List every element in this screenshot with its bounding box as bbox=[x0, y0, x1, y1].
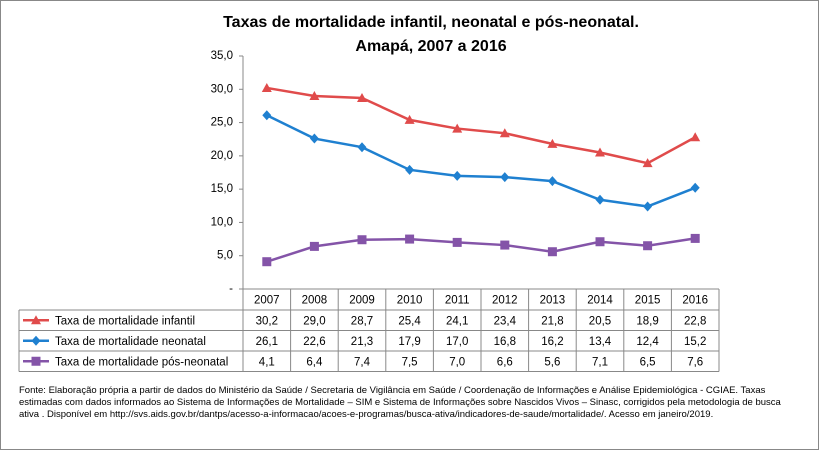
table-value: 28,7 bbox=[351, 315, 373, 327]
table-value: 16,8 bbox=[494, 336, 516, 348]
table-value: 22,8 bbox=[684, 315, 706, 327]
table-value: 7,5 bbox=[402, 356, 418, 368]
x-tick-label: 2011 bbox=[445, 295, 470, 307]
marker bbox=[595, 194, 605, 205]
marker bbox=[690, 182, 700, 193]
x-tick-label: 2015 bbox=[635, 295, 661, 307]
marker bbox=[262, 257, 272, 267]
marker bbox=[595, 147, 605, 157]
marker bbox=[262, 110, 272, 121]
chart: Taxas de mortalidade infantil, neonatal … bbox=[18, 14, 720, 372]
marker bbox=[547, 138, 558, 148]
marker bbox=[499, 128, 510, 138]
marker bbox=[643, 241, 653, 251]
legend-label: Taxa de mortalidade infantil bbox=[55, 315, 195, 327]
y-tick-label: 5,0 bbox=[217, 250, 233, 262]
table-value: 5,6 bbox=[544, 356, 560, 368]
y-tick-label: - bbox=[229, 283, 233, 295]
marker bbox=[404, 114, 415, 124]
marker bbox=[690, 233, 700, 243]
series-line bbox=[266, 114, 696, 208]
marker bbox=[642, 158, 653, 168]
marker bbox=[357, 142, 367, 153]
marker bbox=[643, 201, 653, 212]
legend-marker bbox=[31, 315, 41, 325]
marker bbox=[261, 82, 272, 92]
marker bbox=[452, 170, 462, 181]
marker bbox=[405, 234, 415, 244]
x-tick-label: 2012 bbox=[492, 295, 518, 307]
table-value: 18,9 bbox=[636, 315, 658, 327]
table-value: 30,2 bbox=[256, 315, 278, 327]
marker bbox=[405, 164, 415, 175]
table-value: 21,3 bbox=[351, 336, 373, 348]
series-line bbox=[266, 86, 696, 165]
y-tick-label: 35,0 bbox=[211, 50, 233, 62]
table-value: 29,0 bbox=[303, 315, 325, 327]
y-tick-label: 15,0 bbox=[211, 183, 233, 195]
marker bbox=[452, 123, 463, 133]
table-value: 20,5 bbox=[589, 315, 611, 327]
marker bbox=[309, 241, 319, 251]
marker bbox=[547, 176, 557, 187]
legend-label: Taxa de mortalidade pós-neonatal bbox=[55, 356, 228, 368]
series-line bbox=[266, 237, 696, 263]
marker bbox=[309, 133, 319, 144]
marker bbox=[452, 237, 462, 247]
table-value: 12,4 bbox=[636, 336, 659, 348]
marker bbox=[357, 92, 367, 102]
x-tick-label: 2010 bbox=[397, 295, 423, 307]
legend-marker bbox=[31, 356, 41, 366]
x-tick-label: 2013 bbox=[540, 295, 566, 307]
table-value: 21,8 bbox=[541, 315, 563, 327]
table-value: 4,1 bbox=[259, 356, 275, 368]
marker bbox=[690, 132, 701, 142]
y-tick-label: 20,0 bbox=[211, 150, 233, 162]
table-value: 6,4 bbox=[306, 356, 323, 368]
table-value: 25,4 bbox=[398, 315, 421, 327]
marker bbox=[500, 240, 510, 250]
marker bbox=[309, 90, 320, 100]
table-value: 7,1 bbox=[592, 356, 608, 368]
table-value: 7,6 bbox=[687, 356, 703, 368]
x-tick-label: 2016 bbox=[682, 295, 708, 307]
chart-subtitle: Amapá, 2007 a 2016 bbox=[355, 38, 506, 55]
x-tick-label: 2008 bbox=[302, 295, 328, 307]
x-tick-label: 2014 bbox=[587, 295, 613, 307]
marker bbox=[500, 172, 510, 183]
table-value: 6,6 bbox=[497, 356, 513, 368]
chart-title: Taxas de mortalidade infantil, neonatal … bbox=[223, 14, 639, 31]
table-value: 7,4 bbox=[354, 356, 371, 368]
table-value: 6,5 bbox=[640, 356, 656, 368]
table-value: 16,2 bbox=[541, 336, 563, 348]
legend-label: Taxa de mortalidade neonatal bbox=[55, 336, 206, 348]
y-tick-label: 10,0 bbox=[211, 216, 233, 228]
marker bbox=[357, 235, 367, 245]
y-tick-label: 30,0 bbox=[211, 83, 233, 95]
table-value: 13,4 bbox=[589, 336, 612, 348]
legend-marker bbox=[31, 335, 41, 346]
table-value: 24,1 bbox=[446, 315, 468, 327]
marker bbox=[595, 237, 605, 247]
table-value: 17,9 bbox=[398, 336, 420, 348]
table-value: 17,0 bbox=[446, 336, 468, 348]
table-value: 23,4 bbox=[494, 315, 517, 327]
source-note: Fonte: Elaboração própria a partir de da… bbox=[19, 385, 781, 420]
table-value: 7,0 bbox=[449, 356, 465, 368]
table-value: 22,6 bbox=[303, 336, 325, 348]
x-tick-label: 2007 bbox=[254, 295, 280, 307]
table-value: 15,2 bbox=[684, 336, 706, 348]
table-value: 26,1 bbox=[256, 336, 278, 348]
y-tick-label: 25,0 bbox=[211, 117, 233, 129]
x-tick-label: 2009 bbox=[349, 295, 375, 307]
marker bbox=[547, 247, 557, 257]
